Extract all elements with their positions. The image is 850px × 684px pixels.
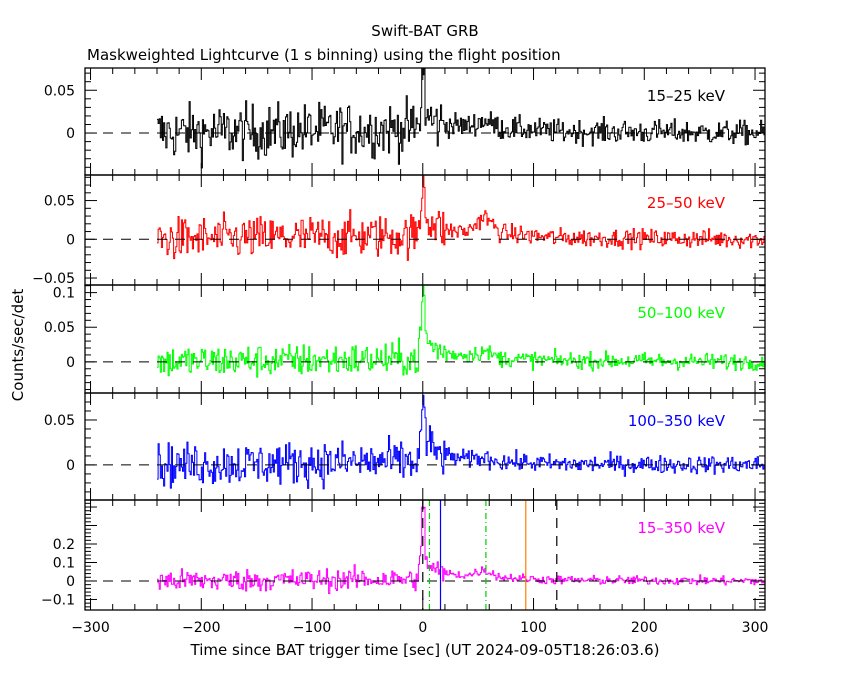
lightcurve-series [157,285,765,378]
x-tick-label: 200 [631,620,658,636]
panel-15-350-kev: −0.1 0 0.1 0.2 15–350 keV [41,499,766,611]
band-label: 15–350 keV [637,519,725,537]
x-axis-label: Time since BAT trigger time [sec] (UT 20… [190,641,660,659]
band-label: 100–350 keV [628,412,726,430]
x-tick-label: −300 [71,620,109,636]
panel-100-350-kev: 0 0.05 100–350 keV [44,392,766,501]
y-tick-label: 0.05 [44,413,75,429]
lightcurve-series [157,175,765,261]
y-tick-label: −0.1 [41,592,75,608]
lightcurve-series [157,394,765,490]
y-tick-label: 0.1 [53,555,75,571]
chart-subtitle: Maskweighted Lightcurve (1 s binning) us… [87,46,561,64]
band-label: 50–100 keV [637,304,725,322]
panel-15-25-kev: 0 0.05 15–25 keV [44,67,766,176]
panel-25-50-kev: −0.05 0 0.05 25–50 keV [32,174,766,287]
y-tick-label: −0.05 [32,271,75,287]
y-tick-label: 0.1 [53,286,75,302]
y-tick-label: 0.05 [44,194,75,210]
y-tick-label: 0.2 [53,537,75,553]
y-tick-label: 0 [66,458,75,474]
panel-50-100-kev: 0 0.05 0.1 50–100 keV [44,284,766,394]
lightcurve-series [157,68,765,169]
y-tick-label: 0.05 [44,83,75,99]
x-tick-label: 300 [742,620,769,636]
y-axis-label: Counts/sec/det [9,289,27,402]
x-tick-label: 0 [418,620,427,636]
y-tick-label: 0 [66,232,75,248]
y-tick-label: 0.05 [44,320,75,336]
x-tick-label: −200 [182,620,220,636]
y-tick-label: 0 [66,574,75,590]
band-label: 15–25 keV [647,87,726,105]
chart-title: Swift-BAT GRB [371,22,478,40]
y-tick-label: 0 [66,126,75,142]
x-tick-label: 100 [520,620,547,636]
x-tick-label: −100 [293,620,331,636]
y-tick-label: 0 [66,355,75,371]
band-label: 25–50 keV [647,194,726,212]
lightcurve-series [157,506,765,594]
